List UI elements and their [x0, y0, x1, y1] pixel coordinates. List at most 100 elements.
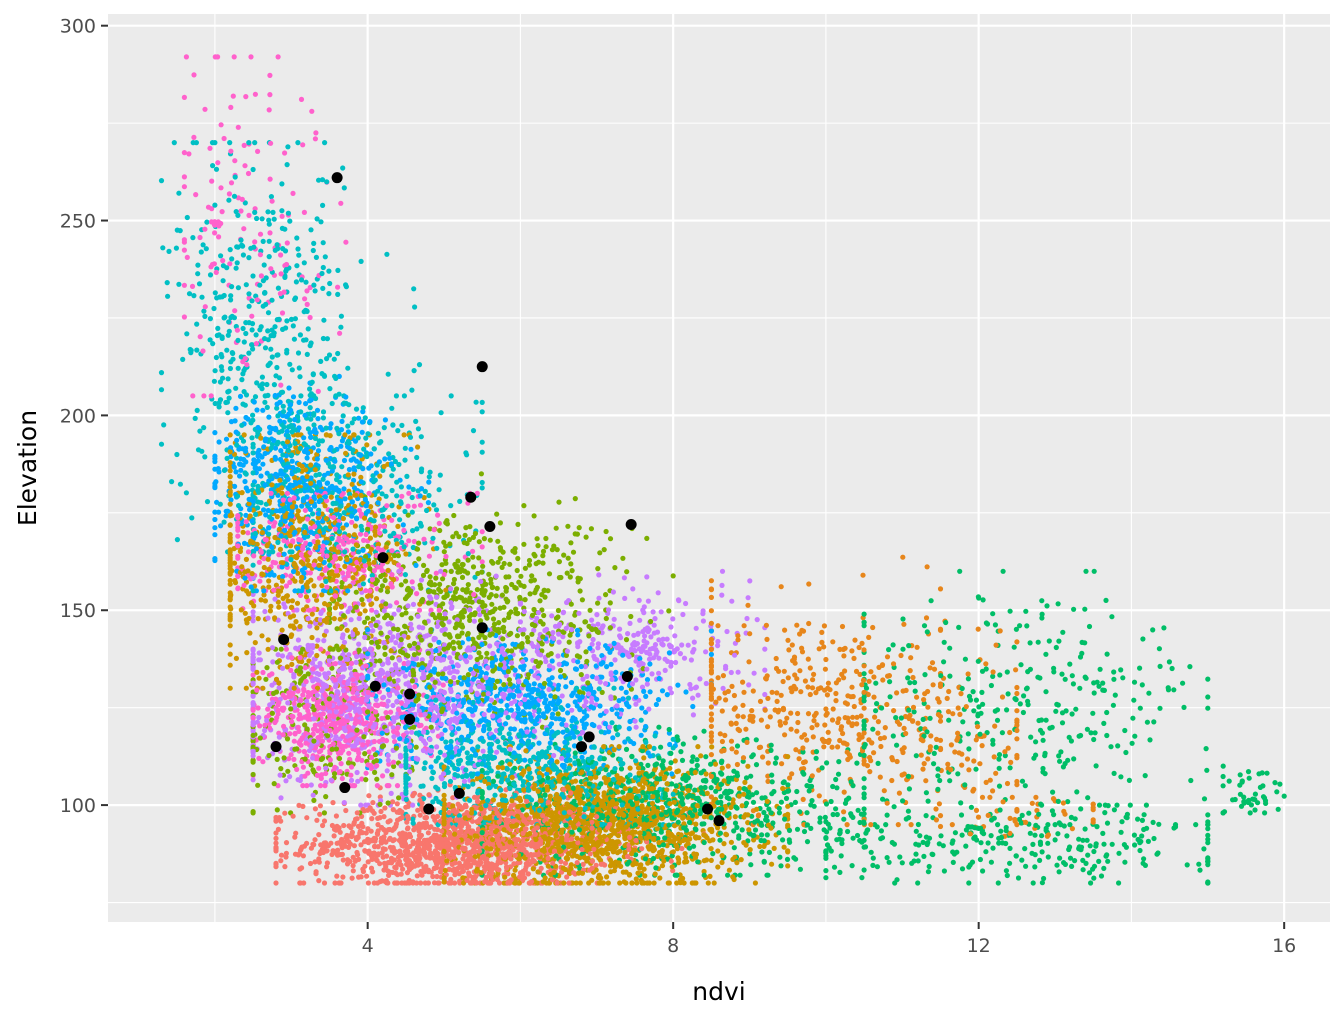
data-point [895, 759, 900, 764]
data-point [399, 582, 404, 587]
data-point [914, 829, 919, 834]
data-point [1083, 826, 1088, 831]
data-point [536, 741, 541, 746]
data-point [850, 715, 855, 720]
data-point [1087, 624, 1092, 629]
data-point [263, 345, 268, 350]
data-point [363, 608, 368, 613]
data-point [241, 326, 246, 331]
data-point [305, 352, 310, 357]
data-point [729, 670, 734, 675]
data-point [821, 644, 826, 649]
data-point [905, 675, 910, 680]
data-point [608, 536, 613, 541]
data-point [419, 577, 424, 582]
data-point [1044, 718, 1049, 723]
data-point [278, 252, 283, 257]
data-point [1041, 738, 1046, 743]
data-point [826, 730, 831, 735]
data-point [997, 672, 1002, 677]
data-point [808, 692, 813, 697]
data-point [840, 624, 845, 629]
data-point [892, 880, 897, 885]
data-point [900, 750, 905, 755]
data-point [902, 726, 907, 731]
data-point [861, 647, 866, 652]
data-point [262, 400, 267, 405]
data-point [1137, 666, 1142, 671]
data-point [191, 72, 196, 77]
data-point [889, 755, 894, 760]
data-point [258, 473, 263, 478]
data-point [997, 766, 1002, 771]
data-point [806, 621, 811, 626]
data-point [159, 178, 164, 183]
data-point [508, 805, 513, 810]
data-point [278, 383, 283, 388]
data-point [602, 756, 607, 761]
data-point [1118, 774, 1123, 779]
data-point [246, 213, 251, 218]
data-point [359, 874, 364, 879]
data-point [1043, 652, 1048, 657]
data-point [687, 820, 692, 825]
data-point [436, 640, 441, 645]
data-point [260, 216, 265, 221]
data-point [332, 357, 337, 362]
data-point [752, 671, 757, 676]
data-point [340, 874, 345, 879]
data-point [573, 750, 578, 755]
data-point [513, 868, 518, 873]
data-point [197, 235, 202, 240]
data-point [937, 801, 942, 806]
data-point [860, 573, 865, 578]
data-point [189, 515, 194, 520]
data-point [202, 314, 207, 319]
data-point [312, 859, 317, 864]
data-point [311, 798, 316, 803]
data-point [299, 97, 304, 102]
data-point [670, 616, 675, 621]
data-point [986, 840, 991, 845]
data-point [830, 717, 835, 722]
data-point [1014, 736, 1019, 741]
data-point [234, 438, 239, 443]
data-point [1001, 799, 1006, 804]
data-point [990, 788, 995, 793]
data-point [972, 835, 977, 840]
data-point [945, 696, 950, 701]
data-point [824, 801, 829, 806]
data-point [906, 809, 911, 814]
data-point [335, 563, 340, 568]
data-point [1101, 842, 1106, 847]
data-point [250, 413, 255, 418]
data-point [403, 446, 408, 451]
data-point [723, 697, 728, 702]
data-point [612, 617, 617, 622]
data-point [199, 249, 204, 254]
data-point [901, 688, 906, 693]
data-point [709, 739, 714, 744]
data-point [303, 337, 308, 342]
data-point [232, 484, 237, 489]
data-point [289, 752, 294, 757]
data-point [1091, 737, 1096, 742]
data-point [476, 555, 481, 560]
data-point [335, 351, 340, 356]
data-point [693, 834, 698, 839]
data-point [254, 332, 259, 337]
data-point [906, 708, 911, 713]
data-point [709, 785, 714, 790]
data-point [182, 248, 187, 253]
data-point [259, 597, 264, 602]
data-point [434, 546, 439, 551]
data-point [746, 659, 751, 664]
data-point [264, 665, 269, 670]
data-point [348, 665, 353, 670]
data-point [242, 541, 247, 546]
data-point [488, 577, 493, 582]
data-point [456, 640, 461, 645]
data-point [993, 771, 998, 776]
data-point [228, 474, 233, 479]
data-point [709, 846, 714, 851]
